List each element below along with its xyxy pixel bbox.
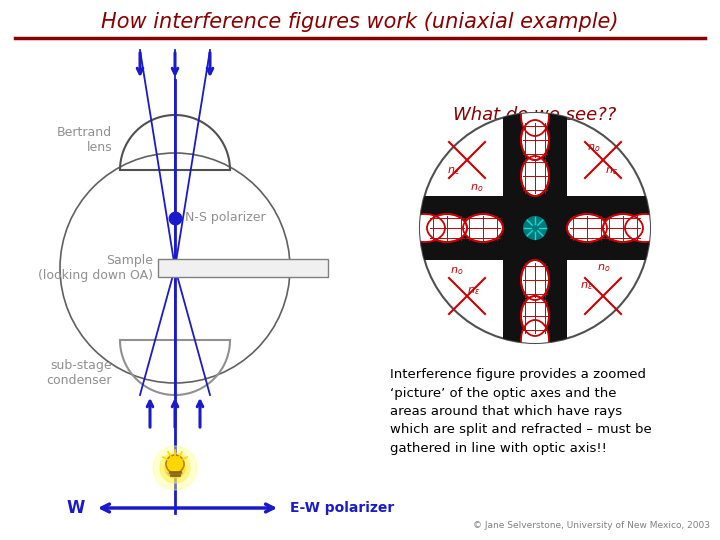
Text: $n_o$: $n_o$ <box>450 265 464 277</box>
Ellipse shape <box>625 214 665 242</box>
Text: © Jane Selverstone, University of New Mexico, 2003: © Jane Selverstone, University of New Me… <box>473 521 710 530</box>
Ellipse shape <box>521 156 549 196</box>
Text: Bertrand
lens: Bertrand lens <box>57 126 112 154</box>
Ellipse shape <box>463 214 503 242</box>
Text: $n_o$: $n_o$ <box>587 142 600 154</box>
Text: Interference figure provides a zoomed
‘picture’ of the optic axes and the
areas : Interference figure provides a zoomed ‘p… <box>390 368 652 455</box>
Ellipse shape <box>427 214 467 242</box>
Ellipse shape <box>521 96 549 136</box>
Ellipse shape <box>521 296 549 336</box>
Circle shape <box>166 455 184 473</box>
Bar <box>420 196 650 260</box>
Text: Sample
(looking down OA): Sample (looking down OA) <box>38 254 153 282</box>
Text: $n_\varepsilon$: $n_\varepsilon$ <box>447 165 460 177</box>
Text: E-W polarizer: E-W polarizer <box>290 501 395 515</box>
Ellipse shape <box>167 469 183 477</box>
Text: N-S polarizer: N-S polarizer <box>185 212 266 225</box>
Ellipse shape <box>521 320 549 360</box>
Text: $n_\varepsilon$: $n_\varepsilon$ <box>605 165 618 177</box>
Text: How interference figures work (uniaxial example): How interference figures work (uniaxial … <box>102 12 618 32</box>
Bar <box>503 113 567 343</box>
Circle shape <box>165 458 185 478</box>
Ellipse shape <box>567 214 607 242</box>
Circle shape <box>160 453 190 483</box>
Ellipse shape <box>603 214 643 242</box>
Ellipse shape <box>405 214 445 242</box>
Text: $n_o$: $n_o$ <box>470 182 483 194</box>
Text: $n_\varepsilon$: $n_\varepsilon$ <box>580 280 593 292</box>
Ellipse shape <box>521 260 549 300</box>
Circle shape <box>523 216 547 240</box>
Text: $n_\varepsilon$: $n_\varepsilon$ <box>467 285 480 297</box>
Bar <box>158 259 328 277</box>
Circle shape <box>153 446 197 490</box>
Text: sub-stage
condenser: sub-stage condenser <box>47 359 112 387</box>
Ellipse shape <box>521 120 549 160</box>
Text: What do we see??: What do we see?? <box>454 106 616 124</box>
Text: $n_o$: $n_o$ <box>597 262 611 274</box>
Text: W: W <box>67 499 85 517</box>
